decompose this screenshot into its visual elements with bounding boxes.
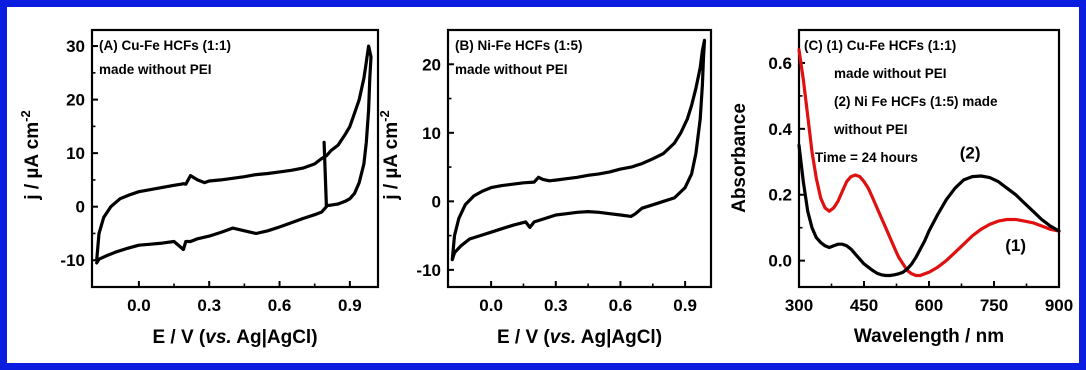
- plot-frame: [90, 28, 380, 289]
- y-axis-label: j / µA cm-2: [377, 110, 402, 200]
- x-axis-label-part: vs.: [550, 327, 576, 348]
- x-tick-label: 600: [915, 296, 943, 315]
- series-label: (1): [1005, 236, 1026, 255]
- series-line-2: [797, 143, 1061, 278]
- panel-annotation-line: Time = 24 hours: [815, 150, 918, 165]
- series-label: (2): [960, 144, 981, 163]
- panel-label: (B) Ni-Fe HCFs (1:5): [455, 38, 583, 53]
- plot-frame: [446, 28, 713, 289]
- y-tick-label: 0: [432, 192, 441, 211]
- x-axis-label-part: vs.: [205, 327, 231, 348]
- chart-panel-2: 0.0 0.3 0.6 0.9 -10 0 10 20 E / V (vs. Ag|AgCl) j…: [377, 28, 713, 348]
- panel-label: (C) (1) Cu-Fe HCFs (1:1): [804, 38, 956, 53]
- panel-annotation-line: made without PEI: [834, 66, 947, 81]
- x-tick-label: 0.0: [479, 296, 503, 315]
- x-axis-label-part: Ag|AgCl): [232, 327, 318, 348]
- y-axis-label: Absorbance: [729, 103, 750, 213]
- x-tick-label: 300: [785, 296, 813, 315]
- x-tick-label: 750: [980, 296, 1008, 315]
- panel-label: (A) Cu-Fe HCFs (1:1): [99, 38, 231, 53]
- x-tick-label: 0.9: [338, 296, 362, 315]
- y-tick-label: 20: [66, 91, 85, 110]
- x-axis-label: E / V (vs. Ag|AgCl): [152, 327, 317, 348]
- y-tick-label: -10: [416, 261, 441, 280]
- y-axis-label-main: j / µA cm: [381, 122, 402, 201]
- y-axis-label-main: j / µA cm: [22, 122, 43, 201]
- x-axis-label: Wavelength / nm: [854, 326, 1004, 347]
- x-axis-label-part: E / V (: [497, 327, 550, 348]
- x-axis-label-part: Ag|AgCl): [576, 327, 662, 348]
- chart-panel-1: 0.0 0.3 0.6 0.9 -10 0 10 20 30 E / V (vs. Ag|AgCl…: [18, 28, 380, 348]
- x-tick-label: 0.6: [609, 296, 633, 315]
- y-axis-label: j / µA cm-2: [18, 110, 43, 200]
- x-tick-label: 450: [850, 296, 878, 315]
- y-tick-label: 0: [76, 198, 85, 217]
- series-line-1: [797, 48, 1061, 278]
- panel-annotation: made without PEI: [455, 62, 568, 77]
- panel-annotation-line: without PEI: [833, 122, 908, 137]
- y-axis-label-superscript: -2: [377, 110, 392, 122]
- series-line-1: [95, 44, 373, 265]
- x-tick-label: 0.6: [268, 296, 292, 315]
- y-tick-label: 0.0: [768, 252, 792, 271]
- x-tick-label: 0.9: [673, 296, 697, 315]
- x-tick-label: 900: [1045, 296, 1073, 315]
- x-tick-label: 0.0: [127, 296, 151, 315]
- y-tick-label: 20: [422, 55, 441, 74]
- y-tick-label: 30: [66, 37, 85, 56]
- y-tick-label: 0.2: [768, 186, 792, 205]
- series-line-1: [450, 38, 707, 262]
- panel-annotation: made without PEI: [99, 62, 212, 77]
- y-axis-label-superscript: -2: [18, 110, 33, 122]
- y-tick-label: 10: [422, 124, 441, 143]
- x-tick-label: 0.3: [544, 296, 568, 315]
- panel-annotation-line: (2) Ni Fe HCFs (1:5) made: [834, 94, 998, 109]
- y-tick-label: 0.6: [768, 54, 792, 73]
- y-tick-label: 10: [66, 144, 85, 163]
- y-tick-label: 0.4: [768, 120, 792, 139]
- y-tick-label: -10: [60, 251, 85, 270]
- x-tick-label: 0.3: [197, 296, 221, 315]
- x-axis-label: E / V (vs. Ag|AgCl): [497, 327, 662, 348]
- x-axis-label-part: E / V (: [152, 327, 205, 348]
- chart-panel-3: 300 450 600 750 900 0.0 0.2 0.4 0.6 Wavelength / …: [729, 28, 1073, 347]
